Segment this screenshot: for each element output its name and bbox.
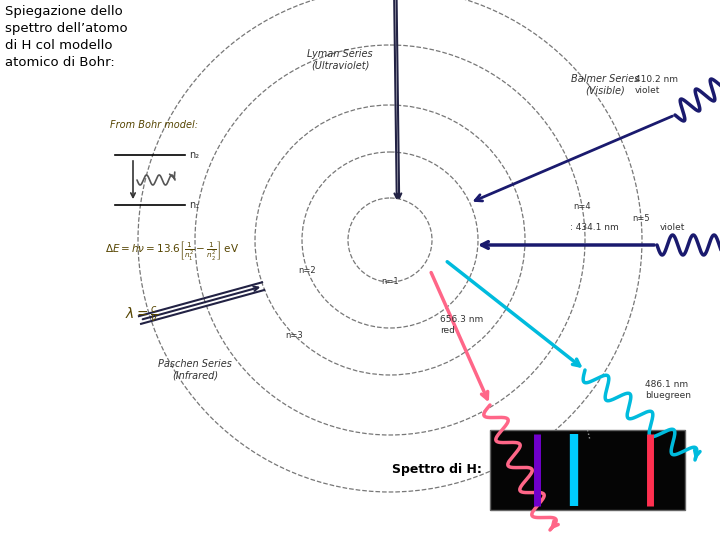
Text: n=3: n=3: [286, 331, 303, 340]
Text: 410.2 nm
violet: 410.2 nm violet: [635, 75, 678, 94]
Text: n=4: n=4: [573, 201, 591, 211]
Bar: [490, 430, 685, 510]
Text: Spettro di H:: Spettro di H:: [392, 463, 482, 476]
Text: n=1: n=1: [381, 278, 399, 287]
Text: From Bohr model:: From Bohr model:: [110, 120, 198, 130]
Text: $\lambda = \frac{c}{\nu}$: $\lambda = \frac{c}{\nu}$: [125, 305, 158, 325]
Text: n=5: n=5: [632, 213, 650, 222]
Text: n=2: n=2: [299, 266, 316, 275]
Text: Paschen Series
(Infrared): Paschen Series (Infrared): [158, 359, 232, 381]
Text: Balmer Series
(Visible): Balmer Series (Visible): [571, 74, 639, 96]
Text: : 434.1 nm: : 434.1 nm: [570, 224, 618, 233]
Text: 486.1 nm
bluegreen: 486.1 nm bluegreen: [645, 380, 691, 400]
Text: n₁: n₁: [189, 200, 199, 210]
Text: Lyman Series
(Ultraviolet): Lyman Series (Ultraviolet): [307, 49, 373, 71]
Text: violet: violet: [660, 224, 685, 233]
Text: $\Delta E = h\nu = 13.6\left[\frac{1}{n_1^2} - \frac{1}{n_2^2}\right]$ eV: $\Delta E = h\nu = 13.6\left[\frac{1}{n_…: [105, 240, 239, 263]
Text: Spiegazione dello
spettro dell’atomo
di H col modello
atomico di Bohr:: Spiegazione dello spettro dell’atomo di …: [5, 5, 127, 69]
Text: n₂: n₂: [189, 150, 199, 160]
Text: 656.3 nm
red: 656.3 nm red: [440, 315, 483, 335]
